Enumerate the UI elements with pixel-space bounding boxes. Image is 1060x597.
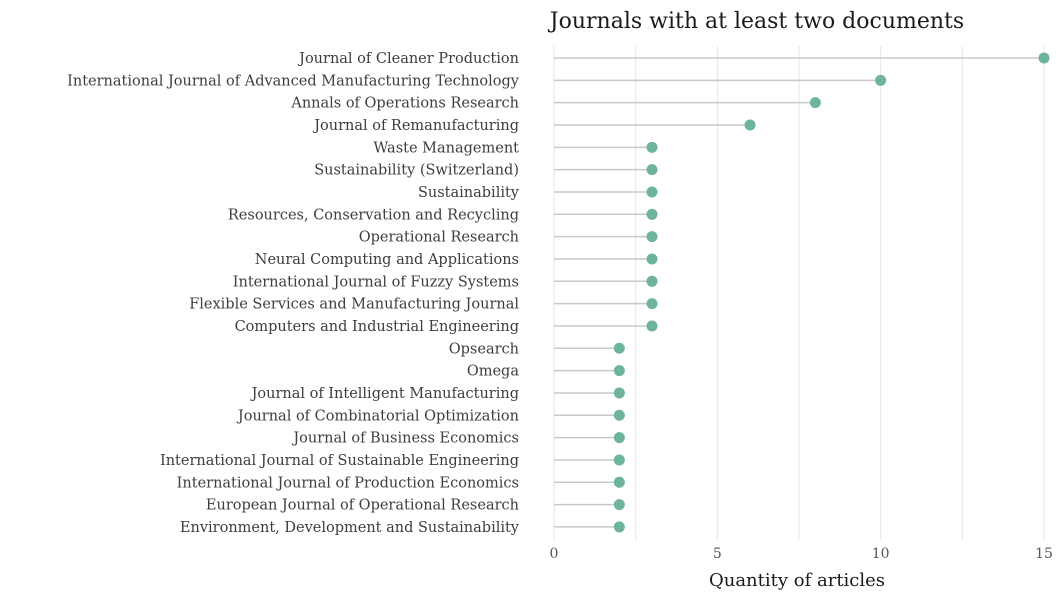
data-point — [613, 342, 625, 354]
category-label: Sustainability — [418, 185, 520, 201]
category-label: European Journal of Operational Research — [206, 498, 519, 514]
category-label: Computers and Industrial Engineering — [235, 319, 519, 335]
data-point — [646, 320, 658, 332]
data-point — [646, 298, 658, 310]
data-point — [613, 432, 625, 444]
stems — [554, 57, 1044, 528]
data-point — [613, 521, 625, 533]
category-label: Omega — [467, 364, 520, 380]
category-label: Annals of Operations Research — [290, 96, 519, 112]
category-label: Journal of Intelligent Manufacturing — [250, 386, 519, 402]
data-point — [646, 164, 658, 176]
category-label: Sustainability (Switzerland) — [314, 163, 519, 179]
x-axis-label: Quantity of articles — [709, 570, 885, 591]
category-label: Waste Management — [373, 140, 519, 156]
x-tick-label: 0 — [550, 546, 559, 562]
category-label: Operational Research — [359, 230, 519, 246]
category-label: Environment, Development and Sustainabil… — [180, 520, 520, 536]
category-label: Journal of Cleaner Production — [297, 51, 519, 67]
category-label: International Journal of Advanced Manufa… — [67, 73, 520, 89]
data-point — [809, 97, 821, 109]
category-label: Journal of Remanufacturing — [312, 118, 519, 134]
data-point — [646, 253, 658, 265]
data-point — [646, 186, 658, 198]
category-label: Flexible Services and Manufacturing Jour… — [189, 297, 519, 313]
category-label: Opsearch — [449, 341, 519, 357]
category-label: International Journal of Sustainable Eng… — [160, 453, 519, 469]
points — [613, 52, 1050, 533]
category-labels: Journal of Cleaner Production Internation… — [67, 51, 520, 536]
data-point — [646, 231, 658, 243]
category-label: Journal of Business Economics — [291, 431, 519, 447]
data-point — [613, 454, 625, 466]
category-label: International Journal of Fuzzy Systems — [233, 274, 519, 290]
category-label: Neural Computing and Applications — [255, 252, 519, 268]
data-point — [613, 409, 625, 421]
data-point — [646, 208, 658, 220]
data-point — [613, 365, 625, 377]
data-point — [613, 499, 625, 511]
x-tick-label: 5 — [713, 546, 722, 562]
category-label: Resources, Conservation and Recycling — [228, 207, 519, 223]
chart-title: Journals with at least two documents — [548, 9, 964, 34]
data-point — [875, 74, 887, 86]
grid — [553, 46, 1045, 540]
x-tick-label: 10 — [872, 546, 890, 562]
data-point — [646, 141, 658, 153]
category-label: International Journal of Production Econ… — [177, 475, 519, 491]
data-point — [613, 387, 625, 399]
data-point — [1038, 52, 1050, 64]
category-label: Journal of Combinatorial Optimization — [236, 408, 519, 424]
data-point — [744, 119, 756, 131]
x-tick-label: 15 — [1035, 546, 1053, 562]
data-point — [646, 275, 658, 287]
x-tick-labels: 0 5 10 15 — [550, 546, 1053, 562]
data-point — [613, 476, 625, 488]
